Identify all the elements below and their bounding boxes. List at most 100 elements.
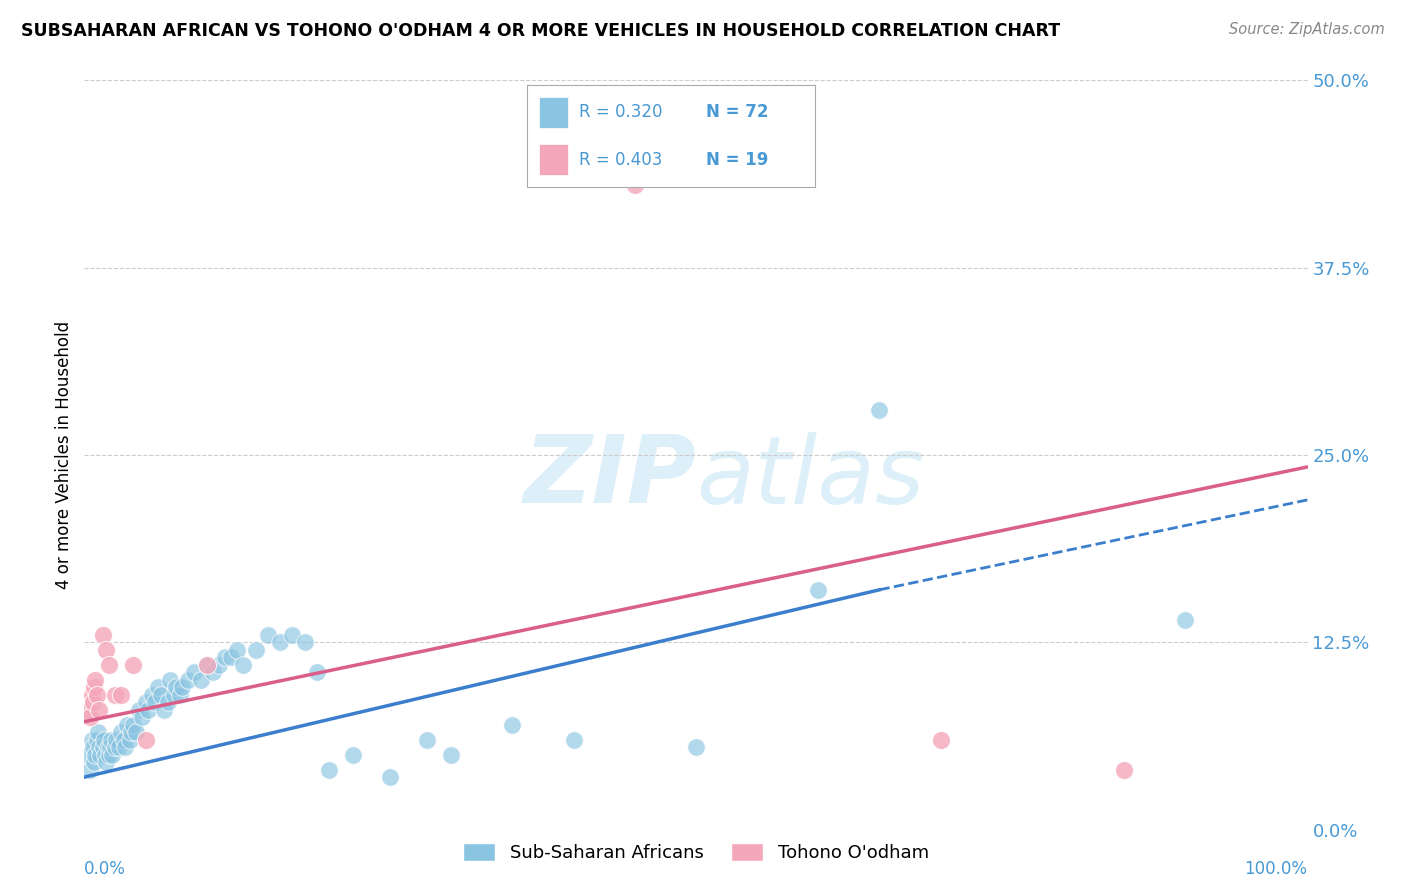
Text: 0.0%: 0.0%: [84, 860, 127, 878]
Point: [562, 732, 585, 747]
Y-axis label: 4 or more Vehicles in Household: 4 or more Vehicles in Household: [55, 321, 73, 589]
Point: [141, 688, 163, 702]
Point: [112, 732, 135, 747]
Point: [84, 673, 107, 687]
Point: [83, 680, 105, 694]
Point: [120, 725, 142, 739]
Point: [226, 642, 249, 657]
Point: [107, 740, 129, 755]
Text: ZIP: ZIP: [523, 432, 696, 524]
Point: [131, 710, 153, 724]
Point: [83, 755, 105, 769]
Point: [929, 732, 952, 747]
Point: [502, 717, 524, 731]
Point: [624, 178, 647, 193]
Point: [87, 703, 110, 717]
Point: [82, 740, 104, 755]
FancyBboxPatch shape: [538, 145, 568, 175]
Point: [214, 650, 236, 665]
Point: [80, 732, 103, 747]
Point: [118, 732, 141, 747]
Point: [1174, 613, 1197, 627]
Point: [146, 680, 169, 694]
Point: [219, 650, 242, 665]
Point: [305, 665, 328, 680]
Point: [104, 688, 127, 702]
Point: [87, 725, 110, 739]
Point: [97, 740, 120, 755]
Text: SUBSAHARAN AFRICAN VS TOHONO O'ODHAM 4 OR MORE VEHICLES IN HOUSEHOLD CORRELATION: SUBSAHARAN AFRICAN VS TOHONO O'ODHAM 4 O…: [21, 22, 1060, 40]
Point: [125, 725, 148, 739]
Point: [96, 755, 118, 769]
Point: [685, 740, 707, 755]
Point: [91, 628, 114, 642]
Point: [150, 688, 173, 702]
Text: N = 19: N = 19: [706, 151, 768, 169]
Point: [84, 747, 107, 762]
Point: [440, 747, 463, 762]
Point: [77, 703, 100, 717]
Point: [135, 695, 157, 709]
Point: [143, 695, 166, 709]
Point: [195, 657, 218, 672]
Point: [86, 688, 108, 702]
Point: [156, 695, 179, 709]
Point: [80, 688, 103, 702]
Point: [208, 657, 231, 672]
Point: [110, 725, 132, 739]
Point: [100, 732, 122, 747]
Text: Source: ZipAtlas.com: Source: ZipAtlas.com: [1229, 22, 1385, 37]
Point: [122, 657, 145, 672]
Point: [135, 732, 157, 747]
Point: [380, 770, 402, 784]
Point: [79, 710, 101, 724]
Point: [318, 763, 340, 777]
Point: [232, 657, 254, 672]
Point: [94, 747, 117, 762]
Legend: Sub-Saharan Africans, Tohono O'odham: Sub-Saharan Africans, Tohono O'odham: [456, 836, 936, 869]
Text: atlas: atlas: [696, 432, 924, 523]
Point: [93, 732, 115, 747]
Point: [79, 763, 101, 777]
Text: 100.0%: 100.0%: [1244, 860, 1308, 878]
Point: [91, 740, 114, 755]
Point: [257, 628, 280, 642]
Point: [281, 628, 304, 642]
Point: [869, 403, 891, 417]
Point: [104, 740, 127, 755]
Point: [807, 582, 830, 597]
Point: [128, 703, 150, 717]
Point: [342, 747, 364, 762]
Point: [153, 703, 176, 717]
Point: [89, 747, 111, 762]
Point: [169, 688, 191, 702]
Text: N = 72: N = 72: [706, 103, 769, 121]
Text: R = 0.403: R = 0.403: [579, 151, 662, 169]
Point: [115, 717, 138, 731]
Point: [159, 673, 181, 687]
Point: [86, 732, 108, 747]
Point: [87, 740, 110, 755]
Point: [294, 635, 316, 649]
Point: [122, 717, 145, 731]
Point: [1114, 763, 1136, 777]
Text: R = 0.320: R = 0.320: [579, 103, 662, 121]
Point: [110, 688, 132, 702]
Point: [97, 747, 120, 762]
Point: [97, 657, 120, 672]
Point: [245, 642, 267, 657]
Point: [136, 703, 159, 717]
Point: [269, 635, 291, 649]
Point: [114, 740, 136, 755]
Point: [190, 673, 212, 687]
Point: [177, 673, 200, 687]
Point: [165, 680, 187, 694]
Point: [77, 747, 100, 762]
Point: [105, 732, 128, 747]
Point: [96, 642, 118, 657]
Point: [98, 740, 121, 755]
FancyBboxPatch shape: [538, 97, 568, 128]
Point: [163, 688, 186, 702]
Point: [101, 747, 124, 762]
Point: [195, 657, 218, 672]
